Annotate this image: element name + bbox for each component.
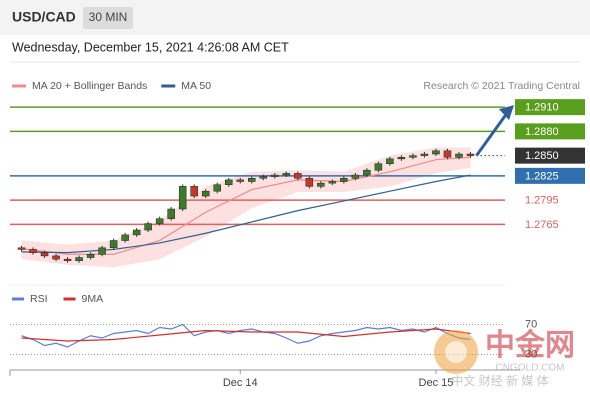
watermark-logo-icon [434,330,478,374]
y-tick-label: 30 [525,348,537,360]
symbol: USD/CAD [12,9,76,25]
legend-label: MA 20 + Bollinger Bands [32,80,147,92]
level-label: 1.2910 [525,102,559,114]
candle-body [282,173,291,176]
candle-body [144,223,152,231]
candle-body [363,169,371,176]
candle-body [271,174,279,177]
y-tick-label: 70 [525,318,537,330]
candle-body [190,186,198,197]
candle-body [224,179,233,185]
watermark-slogan: 中文 财经 新 媒 体 [451,373,548,388]
watermark-logo: 中金网 [485,328,575,362]
candle-body [294,173,302,179]
moving-average [21,174,471,254]
candle-body [409,155,417,158]
candle-body [167,208,175,219]
level-label: 1.2880 [525,126,559,138]
candle-body [63,258,72,261]
watermark: 中金网 CNGOLD.COM 中文 财经 新 媒 体 [434,328,575,388]
candle-body [420,153,429,156]
level-label-box [515,123,585,140]
level-label: 1.2765 [525,219,559,231]
candle-body [455,153,463,158]
candle-body [432,150,440,155]
candle-body [248,178,256,182]
candle-body [29,249,37,253]
candle-body [132,229,141,236]
candle-body [52,255,60,260]
candle-body [351,174,360,179]
watermark-logo-inner [445,341,467,363]
candle-body [259,176,268,179]
level-label: 1.2850 [525,150,559,162]
indicator-line [21,328,471,342]
indicator-line [21,323,471,348]
projection-arrow [475,112,509,157]
candle-body [17,247,26,250]
x-tick-label: Dec 14 [223,377,258,389]
level-label-box [515,147,585,164]
candle-body [317,182,325,187]
candle-body [328,181,337,184]
credit: Research © 2021 Trading Central [423,80,580,92]
moving-average [21,156,471,255]
candle-body [374,163,383,171]
candle-body [443,150,452,158]
candle-body [305,178,314,187]
legend-label: RSI [30,293,48,305]
level-label: 1.2825 [525,170,559,182]
watermark-site: CNGOLD.COM [496,363,565,374]
interval: 30 MIN [89,10,128,24]
legend-label: 9MA [82,293,104,305]
interval-badge [83,7,133,29]
candle-body [178,186,187,210]
candle-body [109,240,118,249]
level-label-box [515,99,585,116]
projection-arrowhead [499,105,514,121]
legend-label: MA 50 [181,80,211,92]
candle-body [386,158,394,164]
candle-body [40,252,49,257]
candle-body [98,247,106,255]
x-tick-label: Dec 15 [419,377,454,389]
candle-body [466,153,475,156]
candle-body [340,178,348,182]
candle-body [213,184,221,192]
candle-body [155,218,164,224]
candle-body [75,257,83,261]
level-label: 1.2795 [525,195,559,207]
candle-body [236,179,244,182]
candle-body [201,190,210,197]
timestamp: Wednesday, December 15, 2021 4:26:08 AM … [12,40,289,54]
candle-body [121,234,129,241]
level-label-box [515,167,585,184]
candle-body [397,157,406,160]
candle-body [86,254,95,258]
